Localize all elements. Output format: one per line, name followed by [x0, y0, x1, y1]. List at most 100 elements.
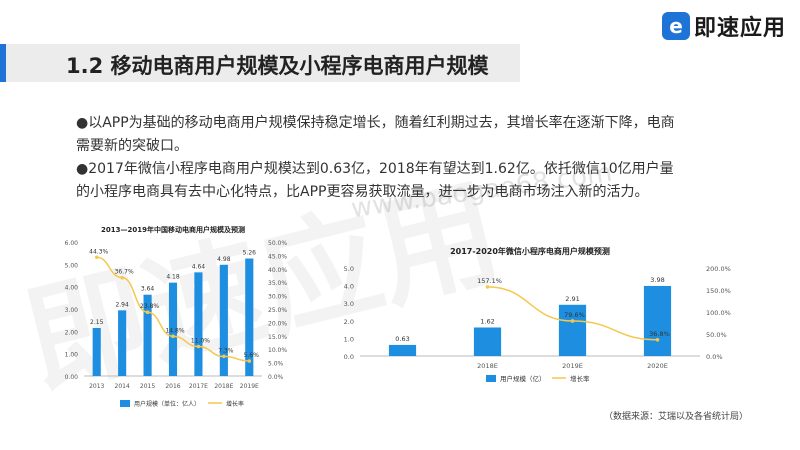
bar [143, 294, 152, 376]
y-tick-label: 1.0 [344, 335, 354, 343]
x-tick-label: 2015 [140, 383, 155, 390]
y-tick-label: 5.0 [344, 265, 354, 273]
logo-icon: e [661, 12, 690, 40]
growth-rate-point [145, 310, 150, 315]
chart-title: 2017-2020年微信小程序电商用户规模预测 [450, 246, 610, 256]
growth-rate-point [94, 255, 99, 260]
legend-label-growth: 增长率 [570, 374, 590, 383]
logo-text: 即速应用 [693, 16, 786, 41]
y-tick-label: 2.0 [344, 318, 354, 326]
legend-label-growth: 增长率 [226, 400, 244, 408]
x-tick-label: 2013 [89, 383, 104, 390]
growth-rate-point [222, 354, 226, 359]
bar [388, 344, 417, 356]
y2-tick-label: 20.0% [268, 320, 287, 327]
y2-tick-label: 45.0% [268, 253, 287, 260]
x-tick-label: 2020E [647, 362, 668, 370]
x-tick-label: 2019E [562, 362, 583, 370]
y2-tick-label: 35.0% [268, 280, 287, 287]
x-tick-label: 2019E [240, 383, 259, 390]
x-tick-label: 2017E [189, 383, 208, 390]
legend-label-users: 用户规模（单位：亿人） [134, 400, 200, 408]
y-tick-label: 4.00 [65, 285, 79, 292]
y2-tick-label: 25.0% [268, 307, 287, 314]
y2-tick-label: 10.0% [268, 347, 287, 354]
legend-swatch-users [486, 375, 496, 382]
growth-rate-point [485, 285, 490, 289]
bullet-item: ●以APP为基础的移动电商用户规模保持稳定增长，随着红利期过去，其增长率在逐渐下… [76, 115, 675, 154]
x-tick-label: 2014 [115, 383, 130, 390]
y-tick-label: 5.00 [65, 262, 79, 269]
y-tick-label: 3.00 [65, 307, 79, 314]
y2-tick-label: 150.0% [706, 287, 731, 295]
bar-value-label: 2.91 [565, 295, 579, 303]
bar [194, 272, 203, 376]
growth-rate-label: 14.8% [165, 327, 184, 334]
bar [168, 282, 178, 376]
bullet-list: ●以APP为基础的移动电商用户规模保持稳定增长，随着红利期过去，其增长率在逐渐下… [76, 112, 676, 204]
y2-tick-label: 40.0% [268, 267, 287, 274]
growth-rate-point [570, 319, 575, 323]
y2-tick-label: 200.0% [706, 265, 731, 273]
source-note: （数据来源：艾瑞以及各省统计局） [603, 412, 748, 422]
legend-swatch-users [120, 400, 130, 407]
growth-rate-point [120, 275, 124, 280]
growth-rate-label: 11.0% [191, 338, 210, 345]
growth-rate-label: 79.6% [564, 311, 585, 319]
bullet-item: ●2017年微信小程序电商用户规模达到0.63亿，2018年有望达到1.62亿。… [76, 161, 674, 200]
bar-value-label: 4.98 [217, 256, 231, 263]
legend-label-users: 用户规模（亿） [500, 374, 546, 383]
x-tick-label: 2018E [214, 383, 233, 390]
bar [219, 264, 228, 376]
growth-rate-label: 36.8% [649, 330, 670, 338]
title-bar [0, 44, 520, 82]
chart-title: 2013—2019年中国移动电商用户规模及预测 [101, 225, 245, 234]
page-title: 1.2 移动电商用户规模及小程序电商用户规模 [66, 54, 489, 78]
growth-rate-label: 5.6% [244, 352, 260, 359]
bar-value-label: 1.62 [480, 317, 494, 325]
growth-rate-label: 23.8% [140, 303, 159, 310]
y-tick-label: 0.00 [65, 374, 79, 381]
y2-tick-label: 50.0% [706, 331, 727, 339]
brand-logo: e 即速应用 [661, 10, 786, 42]
y-tick-label: 4.0 [344, 283, 354, 291]
growth-rate-label: 36.7% [115, 269, 134, 276]
miniprogram-ecommerce-users-chart: 2017-2020年微信小程序电商用户规模预测 5.0 4.0 3.0 2.0 1.0 0.… [344, 246, 731, 383]
x-tick-label: 2018E [477, 362, 498, 370]
y-tick-label: 2.00 [65, 329, 79, 336]
bar-value-label: 5.26 [243, 250, 257, 257]
growth-rate-label: 157.1% [477, 277, 502, 285]
bar [92, 327, 101, 376]
y-tick-label: 6.00 [65, 240, 79, 247]
y2-tick-label: 30.0% [268, 294, 287, 301]
bar [473, 327, 502, 356]
growth-rate-point [655, 338, 660, 342]
x-tick-label: 2016 [165, 383, 180, 390]
growth-rate-label: 44.3% [89, 248, 108, 255]
growth-rate-point [196, 344, 201, 349]
y2-tick-label: 100.0% [706, 309, 731, 317]
bar [245, 258, 254, 376]
bar-value-label: 2.94 [115, 301, 129, 308]
growth-rate-point [171, 334, 175, 339]
bar-value-label: 0.63 [395, 335, 409, 343]
bar-value-label: 3.64 [141, 286, 155, 293]
y2-tick-label: 5.0% [268, 361, 284, 368]
bar-value-label: 4.64 [192, 263, 206, 270]
y2-tick-label: 0.0% [268, 374, 284, 381]
y-tick-label: 3.0 [344, 300, 354, 308]
bar-value-label: 3.98 [650, 276, 664, 284]
bar-value-label: 4.18 [166, 274, 180, 281]
y-tick-label: 0.0 [344, 353, 354, 361]
mobile-ecommerce-users-chart: 2013—2019年中国移动电商用户规模及预测 6.00 5.00 4.00 3.00 2… [65, 225, 288, 408]
y2-tick-label: 0.0% [706, 353, 723, 361]
bar-value-label: 2.15 [90, 319, 104, 326]
bar [118, 310, 127, 376]
growth-rate-point [247, 359, 252, 363]
bar [558, 304, 587, 356]
y2-tick-label: 15.0% [268, 334, 287, 341]
growth-rate-label: 7.3% [218, 347, 234, 354]
y2-tick-label: 50.0% [268, 240, 287, 247]
y-tick-label: 1.00 [65, 352, 79, 359]
